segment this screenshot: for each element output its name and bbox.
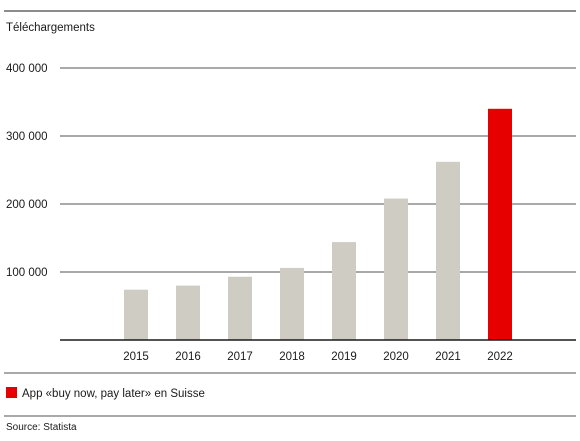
bars: [124, 108, 512, 340]
x-tick-label: 2021: [435, 351, 461, 363]
bar-2020: [384, 198, 408, 340]
bar-2021: [436, 161, 460, 340]
x-tick-label: 2015: [123, 351, 149, 363]
x-tick-label: 2018: [279, 351, 305, 363]
y-tick-labels: 100 000 200 000 300 000 400 000: [6, 63, 48, 279]
x-tick-label: 2017: [227, 351, 253, 363]
bar-2019: [332, 242, 356, 340]
x-tick-label: 2019: [331, 351, 357, 363]
source-note: Source: Statista: [6, 422, 77, 433]
x-tick-label: 2022: [487, 351, 513, 363]
legend-swatch: [6, 387, 17, 398]
y-tick-label: 400 000: [6, 63, 48, 75]
x-tick-labels: 2015 2016 2017 2018 2019 2020 2021 2022: [123, 351, 513, 363]
legend-label: App «buy now, pay later» en Suisse: [22, 388, 205, 400]
y-tick-label: 200 000: [6, 199, 48, 211]
bar-2017: [228, 276, 252, 340]
bar-2022: [488, 108, 512, 340]
y-tick-label: 300 000: [6, 131, 48, 143]
x-tick-label: 2016: [175, 351, 201, 363]
bar-2016: [176, 285, 200, 340]
bar-2018: [280, 267, 304, 340]
x-tick-label: 2020: [383, 351, 409, 363]
bar-2015: [124, 289, 148, 340]
y-tick-label: 100 000: [6, 267, 48, 279]
y-axis-title: Téléchargements: [6, 22, 95, 34]
